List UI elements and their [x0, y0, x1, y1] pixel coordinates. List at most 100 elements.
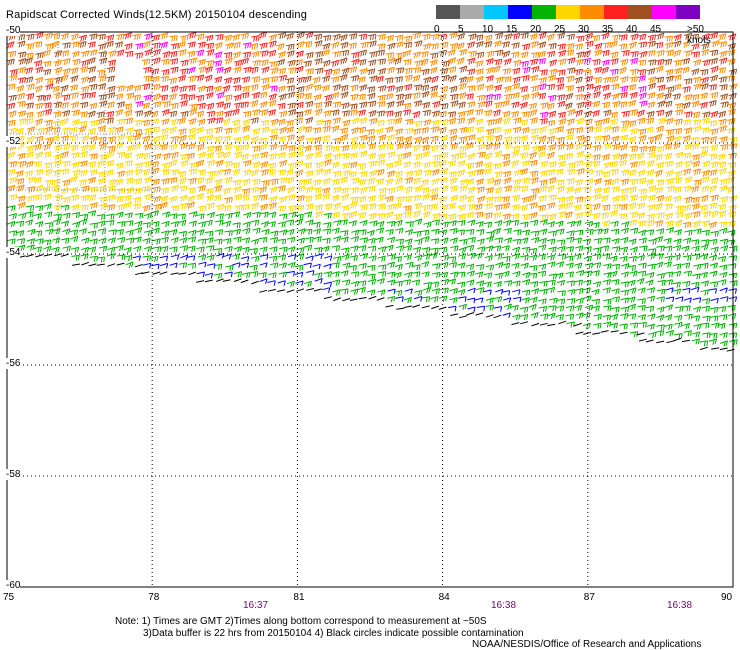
wind-barb	[223, 66, 232, 74]
wind-barb	[412, 32, 422, 40]
wind-barb	[277, 102, 286, 110]
wind-barb	[709, 262, 719, 269]
wind-barb	[528, 194, 537, 202]
wind-barb	[53, 111, 62, 118]
wind-barb	[548, 305, 557, 312]
wind-barb	[152, 143, 161, 151]
wind-barb	[368, 118, 378, 125]
wind-barb	[214, 169, 224, 177]
wind-barb	[575, 331, 584, 335]
wind-barb	[387, 288, 396, 295]
wind-barb	[430, 281, 440, 288]
wind-barb	[449, 142, 459, 150]
wind-barb	[456, 117, 466, 125]
wind-barb	[413, 120, 423, 127]
wind-barb	[331, 271, 340, 278]
wind-barb	[412, 51, 421, 59]
wind-barb	[485, 236, 494, 243]
wind-barb	[575, 297, 584, 305]
wind-barb	[440, 41, 449, 49]
wind-barb	[403, 195, 413, 203]
wind-barb	[151, 167, 160, 175]
wind-barb	[260, 59, 269, 67]
wind-barb	[530, 188, 540, 195]
wind-barb	[250, 169, 259, 177]
wind-barb	[476, 305, 486, 312]
wind-barb	[34, 169, 44, 176]
wind-barb	[232, 179, 242, 187]
wind-barb	[350, 271, 360, 278]
wind-barb	[8, 110, 17, 118]
wind-barb	[511, 194, 521, 202]
wind-barb	[672, 254, 681, 261]
wind-barb	[60, 168, 70, 176]
wind-barb	[502, 159, 511, 168]
wind-barb	[134, 168, 143, 176]
wind-barb	[216, 278, 224, 282]
wind-barb	[494, 49, 504, 57]
wind-barb	[196, 33, 205, 41]
wind-barb	[331, 92, 340, 100]
wind-barb	[87, 91, 96, 99]
wind-barb	[637, 117, 646, 125]
wind-barb	[170, 221, 179, 228]
wind-barb	[261, 180, 270, 187]
wind-barb	[296, 288, 305, 292]
wind-barb	[582, 69, 592, 76]
wind-barb	[629, 76, 638, 83]
wind-barb	[178, 219, 187, 227]
wind-barb	[683, 330, 692, 337]
wind-barb	[692, 211, 701, 218]
wind-barb	[431, 219, 440, 226]
wind-barb	[485, 264, 495, 271]
wind-barb	[44, 211, 53, 218]
wind-barb	[224, 197, 233, 204]
wind-barb	[367, 195, 376, 203]
wind-barb	[693, 83, 702, 91]
wind-barb	[456, 281, 466, 288]
wind-barb	[261, 228, 270, 236]
wind-barb	[105, 111, 115, 118]
wind-barb	[294, 117, 303, 125]
wind-barb	[296, 135, 305, 143]
wind-barb	[558, 320, 567, 325]
wind-barb	[25, 254, 34, 258]
wind-barb	[188, 31, 197, 39]
wind-barb	[259, 246, 268, 253]
wind-barb	[584, 169, 594, 176]
wind-barb	[564, 153, 574, 160]
wind-barb	[693, 179, 702, 186]
wind-barb	[187, 262, 197, 269]
wind-barb	[448, 213, 457, 221]
wind-barb	[467, 170, 476, 178]
wind-barb	[557, 203, 566, 211]
wind-barb	[196, 177, 205, 184]
wind-barb	[465, 75, 474, 83]
wind-barb	[395, 136, 404, 143]
wind-barb	[385, 143, 394, 150]
wind-barb	[421, 193, 430, 201]
wind-barb	[468, 33, 477, 41]
wind-barb	[414, 296, 423, 302]
wind-barb	[449, 237, 458, 244]
wind-barb	[538, 32, 547, 40]
wind-barb	[502, 213, 511, 220]
wind-barb	[573, 237, 582, 244]
wind-barb	[585, 228, 594, 235]
wind-barb	[277, 185, 286, 193]
wind-barb	[657, 288, 666, 295]
wind-barb	[521, 127, 530, 134]
wind-barb	[286, 270, 295, 277]
wind-barb	[620, 58, 629, 66]
wind-barb	[224, 176, 233, 184]
wind-barb	[726, 176, 735, 184]
wind-barb	[458, 185, 468, 193]
wind-barb	[420, 51, 429, 58]
wind-barb	[322, 237, 331, 244]
wind-barb	[457, 152, 467, 159]
wind-barb	[252, 194, 261, 202]
wind-barb	[701, 111, 711, 119]
wind-barb	[501, 245, 510, 252]
wind-barb	[575, 288, 584, 295]
wind-barb	[394, 128, 403, 136]
